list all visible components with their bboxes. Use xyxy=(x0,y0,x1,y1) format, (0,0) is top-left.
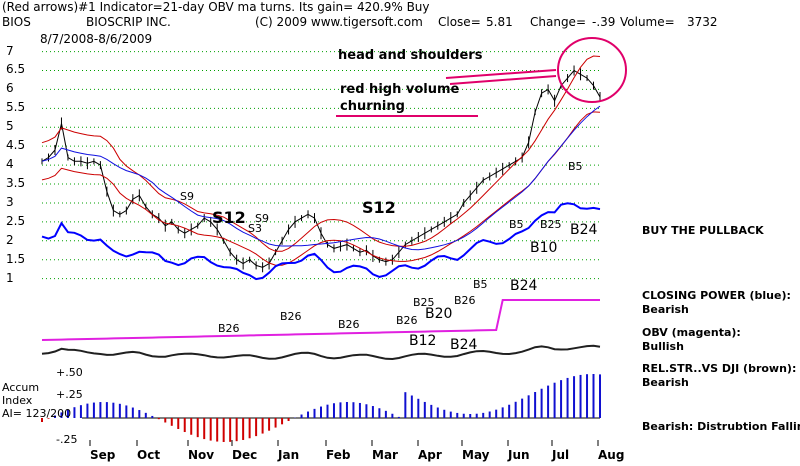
x-tick-label: Feb xyxy=(326,448,351,462)
ticker-symbol: BIOS xyxy=(2,15,31,29)
accum-minus25: -.25 xyxy=(56,433,78,446)
signal-label: B24 xyxy=(570,222,598,238)
head-shoulders-circle xyxy=(557,37,627,103)
obv-state: Bullish xyxy=(642,340,684,353)
signal-label: B10 xyxy=(530,240,558,256)
indicator-line: (Red arrows)#1 Indicator=21-day OBV ma t… xyxy=(2,0,430,14)
close-value: 5.81 xyxy=(486,15,513,29)
y-tick-label: 3 xyxy=(6,194,14,209)
moving-average xyxy=(41,105,601,251)
y-tick-label: 3.5 xyxy=(6,176,26,191)
closing-power-label: CLOSING POWER (blue): xyxy=(642,289,791,302)
signal-label: S9 xyxy=(255,212,269,225)
accum-title-1: Accum xyxy=(2,381,40,394)
closing-power-line xyxy=(41,202,601,281)
signal-label: S3 xyxy=(248,222,262,235)
y-tick-label: 5.5 xyxy=(6,100,26,115)
buy-pullback-label: BUY THE PULLBACK xyxy=(642,224,764,237)
y-tick-label: 1 xyxy=(6,270,14,285)
x-tick-label: Mar xyxy=(372,448,398,462)
churning-annotation: churning xyxy=(340,99,405,114)
y-tick-label: 4 xyxy=(6,157,14,172)
x-tick-label: Dec xyxy=(232,448,258,462)
volume-label: Volume= xyxy=(620,15,675,29)
accum-plus50: +.50 xyxy=(56,366,83,379)
x-tick-label: May xyxy=(462,448,490,462)
y-tick-label: 7 xyxy=(6,43,14,58)
company-name: BIOSCRIP INC. xyxy=(86,15,171,29)
lower-band xyxy=(41,111,601,266)
accum-plus25: +.25 xyxy=(56,388,83,401)
red-volume-annotation: red high volume xyxy=(340,82,460,97)
y-tick-label: 2.5 xyxy=(6,213,26,228)
date-range: 8/7/2008-8/6/2009 xyxy=(40,32,153,46)
x-tick-label: Jul xyxy=(552,448,570,462)
signal-label: B26 xyxy=(454,294,476,307)
accum-title-2: Index xyxy=(2,394,33,407)
upper-band xyxy=(41,55,601,252)
relstr-state: Bearish xyxy=(642,376,689,389)
x-tick-label: Jun xyxy=(508,448,530,462)
relstr-line xyxy=(41,344,601,361)
x-tick-label: Sep xyxy=(90,448,116,462)
y-tick-label: 6.5 xyxy=(6,62,26,77)
x-tick-label: Aug xyxy=(598,448,625,462)
accum-state-label: Bearish: Distrubtion Falling. xyxy=(642,420,800,433)
volume-value: 3732 xyxy=(687,15,718,29)
y-tick-label: 2 xyxy=(6,232,14,247)
signal-label: B26 xyxy=(396,314,418,327)
signal-label: B24 xyxy=(510,278,538,294)
obv-label: OBV (magenta): xyxy=(642,326,741,339)
signal-label: B5 xyxy=(568,160,583,173)
signal-label: B26 xyxy=(338,318,360,331)
annotation-stroke xyxy=(445,69,557,79)
signal-label: B5 xyxy=(473,278,488,291)
x-tick-label: Jan xyxy=(278,448,300,462)
y-tick-label: 4.5 xyxy=(6,138,26,153)
close-label: Close= xyxy=(438,15,481,29)
signal-label: S9 xyxy=(180,190,194,203)
signal-label: B20 xyxy=(425,306,453,322)
x-tick-label: Oct xyxy=(137,448,161,462)
signal-label: B25 xyxy=(413,296,435,309)
relstr-label: REL.STR..VS DJI (brown): xyxy=(642,362,797,375)
obv-line xyxy=(41,299,600,341)
signal-label: S12 xyxy=(362,198,396,217)
y-tick-label: 6 xyxy=(6,81,14,96)
change-value: -.39 xyxy=(592,15,616,29)
x-tick-label: Nov xyxy=(188,448,215,462)
head-shoulders-annotation: head and shoulders xyxy=(338,48,483,63)
copyright: (C) 2009 www.tigersoft.com xyxy=(255,15,423,29)
signal-label: S12 xyxy=(212,208,246,227)
signal-label: B26 xyxy=(218,322,240,335)
signal-label: B25 xyxy=(540,218,562,231)
accum-ai: AI= 123/200 xyxy=(2,407,72,420)
annotation-stroke xyxy=(449,75,557,85)
change-label: Change= xyxy=(530,15,586,29)
closing-power-state: Bearish xyxy=(642,303,689,316)
y-tick-label: 5 xyxy=(6,119,14,134)
signal-label: B12 xyxy=(409,333,437,349)
signal-label: B5 xyxy=(509,218,524,231)
y-tick-label: 1.5 xyxy=(6,251,26,266)
x-tick-label: Apr xyxy=(418,448,442,462)
signal-label: B26 xyxy=(280,310,302,323)
signal-label: B24 xyxy=(450,337,478,353)
